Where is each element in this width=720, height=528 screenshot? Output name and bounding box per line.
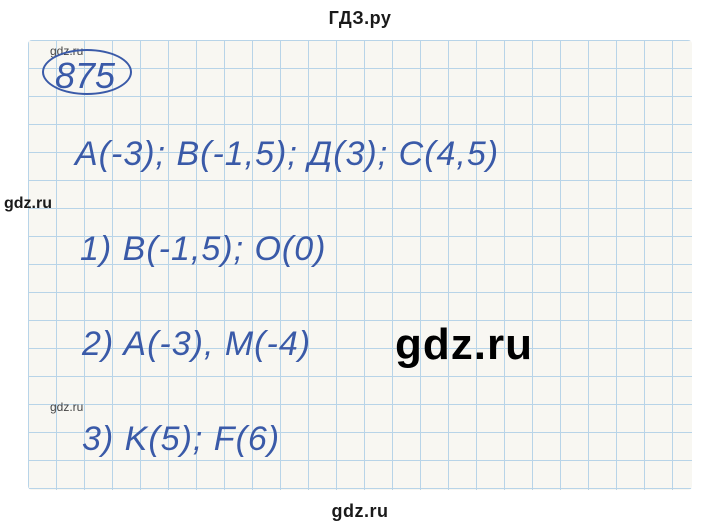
answer-line-3: 3) K(5); F(6)	[82, 420, 280, 459]
big-watermark: gdz.ru	[395, 320, 533, 370]
answer-line-1: 1) B(-1,5); O(0)	[80, 230, 326, 269]
footer-watermark: gdz.ru	[332, 501, 389, 522]
answer-line-points: A(-3); B(-1,5); Д(3); С(4,5)	[75, 135, 499, 174]
side-watermark: gdz.ru	[4, 195, 52, 213]
small-watermark-2: gdz.ru	[50, 400, 83, 414]
problem-number: 875	[55, 55, 115, 97]
answer-line-2: 2) A(-3), M(-4)	[82, 325, 311, 364]
header-watermark: ГДЗ.ру	[329, 8, 392, 29]
